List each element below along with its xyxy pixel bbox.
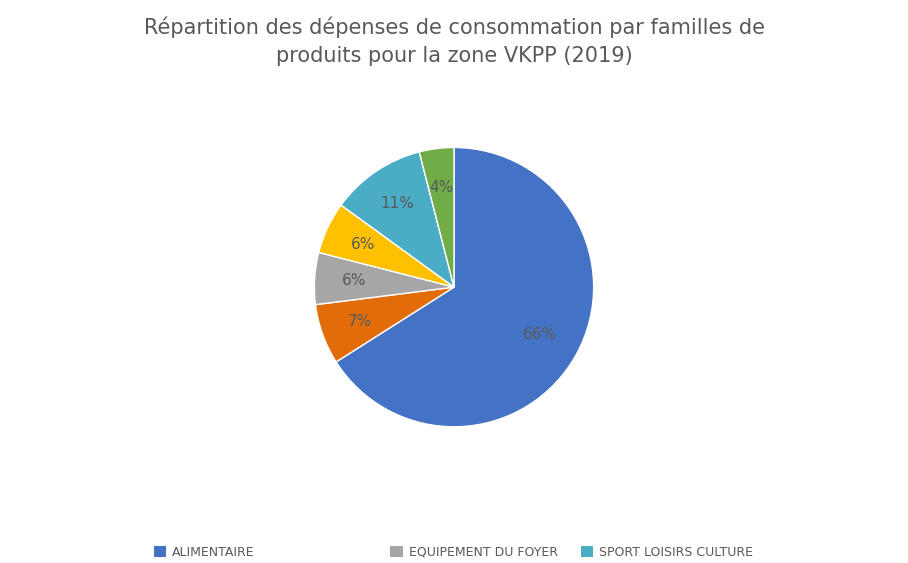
Text: 6%: 6% — [341, 273, 366, 288]
Text: 7%: 7% — [347, 314, 371, 329]
Wedge shape — [341, 152, 454, 287]
Wedge shape — [315, 287, 454, 362]
Text: 66%: 66% — [523, 327, 557, 342]
Text: 11%: 11% — [380, 196, 414, 212]
Wedge shape — [314, 252, 454, 305]
Wedge shape — [319, 205, 454, 287]
Wedge shape — [419, 148, 454, 287]
Text: 6%: 6% — [350, 237, 375, 252]
Wedge shape — [336, 148, 594, 427]
Legend: ALIMENTAIRE, EQUIPEMENT DE LA PERSONNE, EQUIPEMENT DU FOYER, BRICOLAGE JARDINAGE: ALIMENTAIRE, EQUIPEMENT DE LA PERSONNE, … — [147, 539, 761, 563]
Text: 4%: 4% — [429, 180, 453, 195]
Text: Répartition des dépenses de consommation par familles de
produits pour la zone V: Répartition des dépenses de consommation… — [143, 17, 765, 66]
